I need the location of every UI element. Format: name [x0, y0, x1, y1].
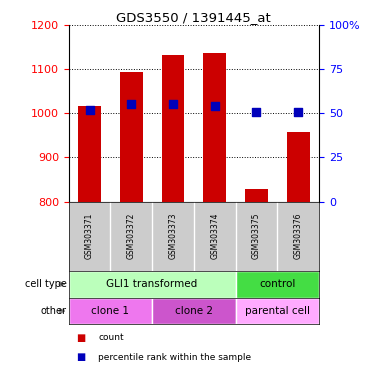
- Text: clone 1: clone 1: [91, 306, 129, 316]
- Text: GSM303375: GSM303375: [252, 213, 261, 260]
- Point: [128, 101, 134, 108]
- Text: ■: ■: [76, 352, 85, 362]
- Bar: [236, 298, 319, 324]
- Point: [86, 107, 92, 113]
- Bar: [203, 53, 226, 202]
- Bar: [69, 298, 152, 324]
- Text: percentile rank within the sample: percentile rank within the sample: [98, 353, 252, 362]
- Text: GLI1 transformed: GLI1 transformed: [106, 279, 198, 289]
- Text: count: count: [98, 333, 124, 343]
- Bar: [120, 72, 143, 202]
- Bar: [236, 271, 319, 298]
- Bar: [245, 189, 268, 202]
- Bar: [152, 298, 236, 324]
- Bar: [161, 55, 184, 202]
- Point: [253, 108, 259, 114]
- Text: other: other: [41, 306, 67, 316]
- Text: cell type: cell type: [25, 279, 67, 289]
- Point: [170, 101, 176, 108]
- Text: GSM303371: GSM303371: [85, 213, 94, 259]
- Point: [212, 103, 218, 109]
- Bar: [69, 271, 236, 298]
- Text: GSM303374: GSM303374: [210, 213, 219, 260]
- Title: GDS3550 / 1391445_at: GDS3550 / 1391445_at: [116, 11, 271, 24]
- Bar: [287, 132, 310, 202]
- Text: clone 2: clone 2: [175, 306, 213, 316]
- Text: GSM303376: GSM303376: [294, 213, 303, 260]
- Point: [295, 108, 301, 114]
- Text: control: control: [259, 279, 296, 289]
- Text: GSM303372: GSM303372: [127, 213, 136, 259]
- Bar: [78, 106, 101, 202]
- Text: GSM303373: GSM303373: [168, 213, 177, 260]
- Text: parental cell: parental cell: [245, 306, 310, 316]
- Text: ■: ■: [76, 333, 85, 343]
